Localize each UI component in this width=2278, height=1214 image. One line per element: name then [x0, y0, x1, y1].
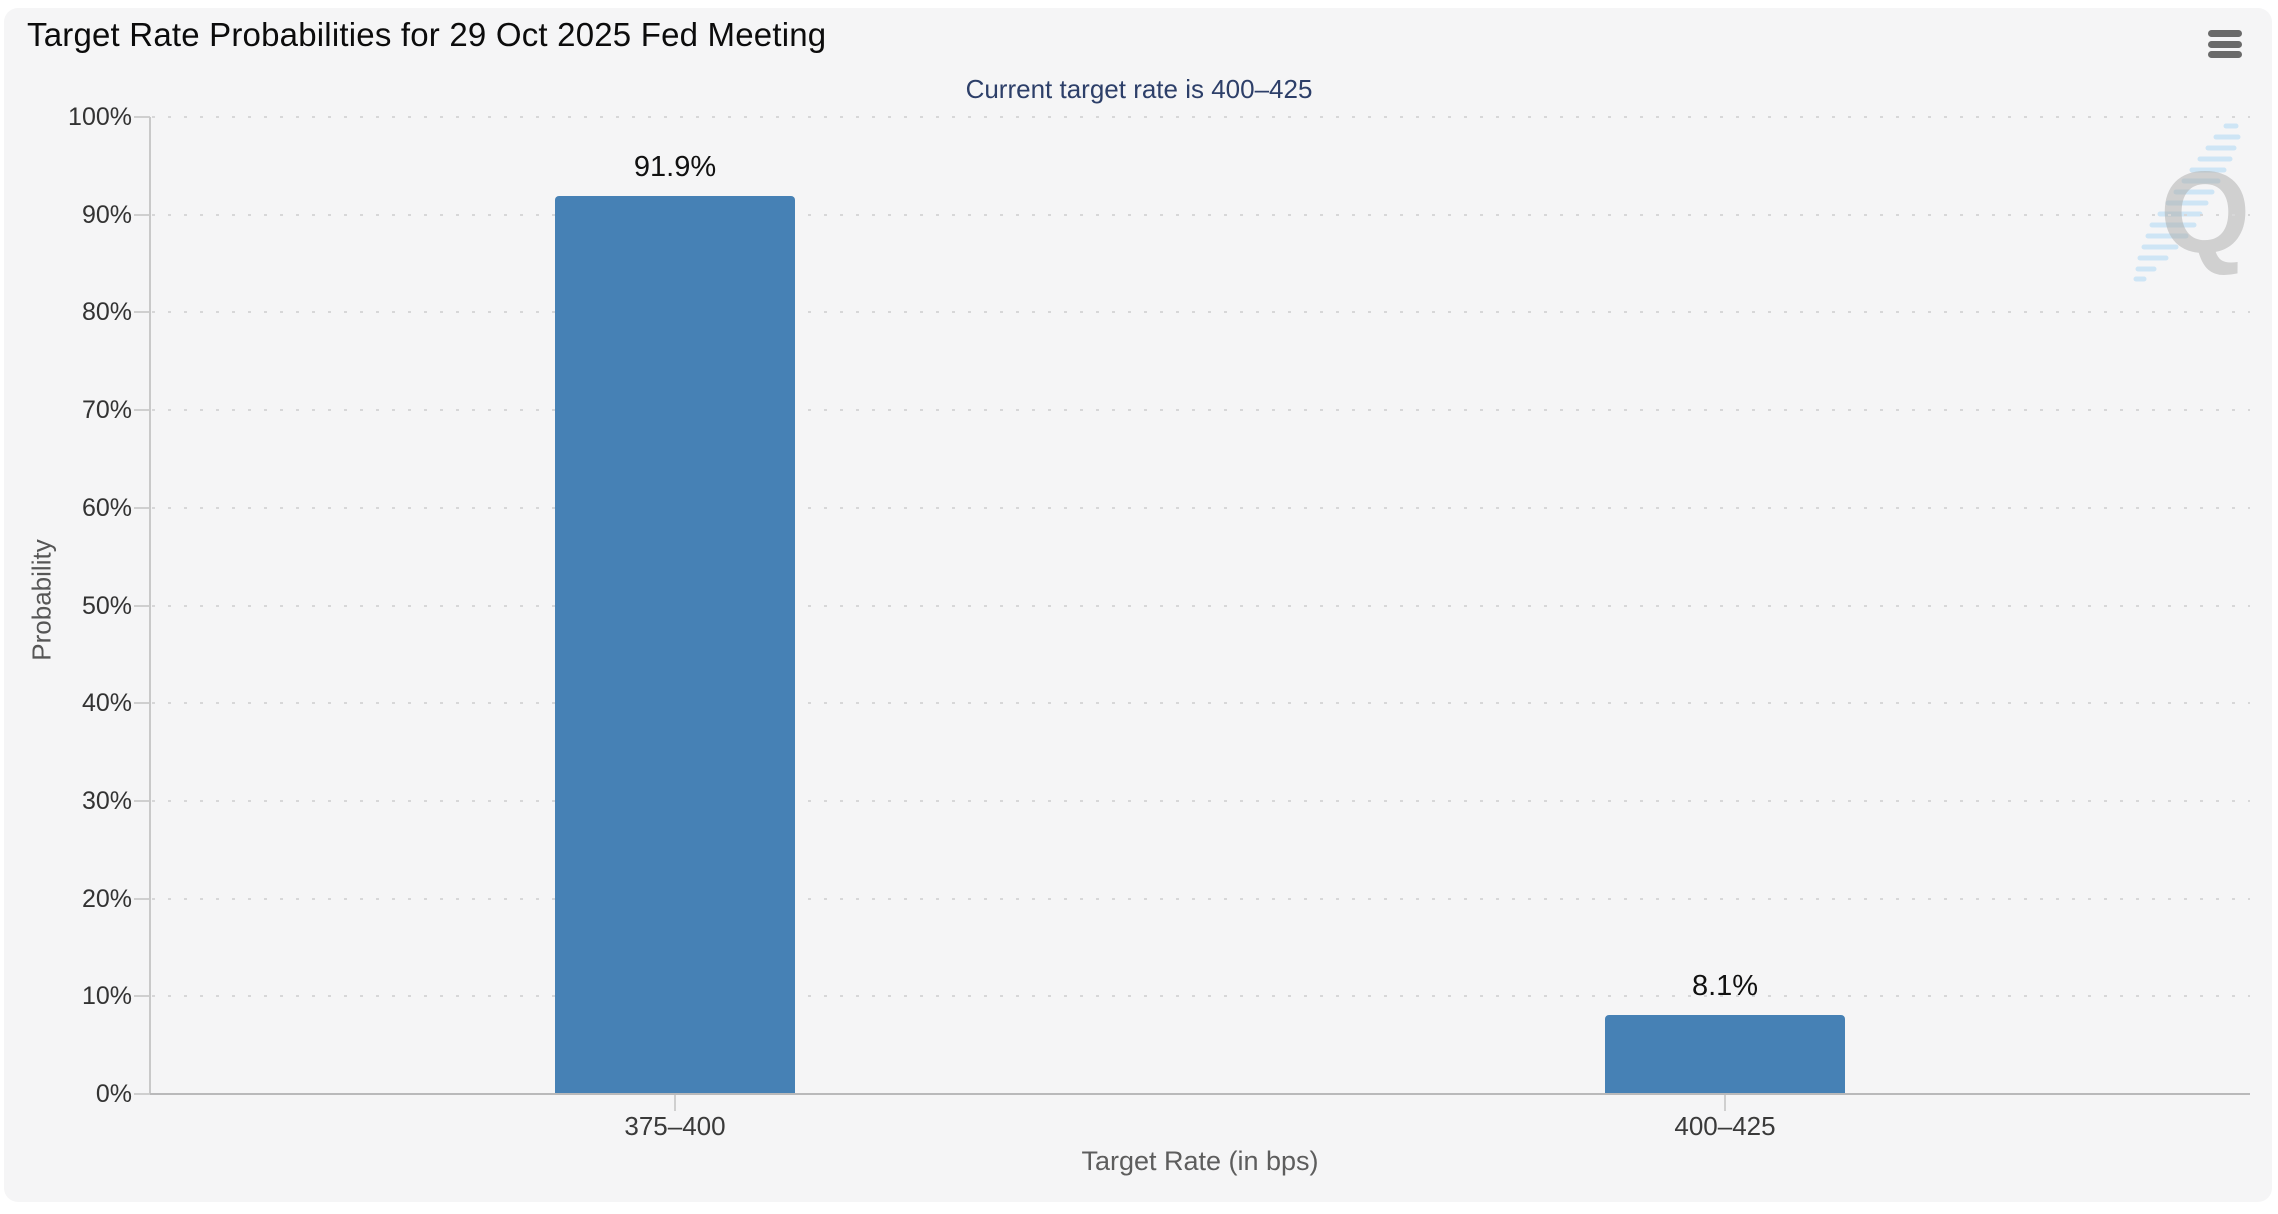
- bar-value-label: 8.1%: [1691, 970, 1759, 1002]
- y-axis-title: Probability: [26, 539, 57, 661]
- y-axis-line: [149, 117, 151, 1094]
- y-tick-label: 50%: [81, 592, 132, 620]
- hamburger-icon: [2208, 40, 2242, 48]
- y-axis-tick: [134, 1093, 150, 1095]
- x-tick-label: 375–400: [624, 1111, 726, 1141]
- bar-375–400[interactable]: [555, 196, 795, 1093]
- y-gridline: [152, 898, 2250, 900]
- y-tick-label: 90%: [81, 201, 132, 229]
- x-axis-title: Target Rate (in bps): [1081, 1146, 1319, 1176]
- chart-subtitle: Current target rate is 400–425: [965, 74, 1313, 104]
- y-tick-label: 40%: [81, 689, 132, 717]
- chart-context-menu-button[interactable]: [2208, 28, 2244, 60]
- y-gridline: [152, 995, 2250, 997]
- bar-400–425[interactable]: [1605, 1015, 1845, 1093]
- y-axis-tick: [134, 605, 150, 607]
- x-axis-tick: [674, 1095, 676, 1111]
- y-axis-tick: [134, 702, 150, 704]
- y-axis-tick: [134, 800, 150, 802]
- y-gridline: [152, 116, 2250, 118]
- y-axis-tick: [134, 311, 150, 313]
- x-tick-label: 400–425: [1674, 1111, 1776, 1141]
- y-tick-label: 100%: [68, 103, 132, 131]
- y-tick-label: 10%: [81, 982, 132, 1010]
- page-title: Target Rate Probabilities for 29 Oct 202…: [27, 16, 827, 53]
- bar-value-label: 91.9%: [633, 151, 717, 183]
- x-axis-line: [150, 1093, 2250, 1095]
- y-gridline: [152, 409, 2250, 411]
- y-axis-tick: [134, 898, 150, 900]
- y-tick-label: 30%: [81, 787, 132, 815]
- y-gridline: [152, 311, 2250, 313]
- y-gridline: [152, 605, 2250, 607]
- watermark-letter: Q: [2160, 147, 2250, 277]
- y-gridline: [152, 507, 2250, 509]
- y-gridline: [152, 214, 2250, 216]
- y-axis-tick: [134, 507, 150, 509]
- y-gridline: [152, 800, 2250, 802]
- y-tick-label: 0%: [95, 1080, 132, 1108]
- y-tick-label: 70%: [81, 396, 132, 424]
- y-axis-tick: [134, 995, 150, 997]
- y-tick-label: 60%: [81, 494, 132, 522]
- quikstrike-watermark-icon: Q: [2133, 123, 2250, 282]
- y-axis-tick: [134, 409, 150, 411]
- y-tick-label: 80%: [81, 298, 132, 326]
- hamburger-icon: [2208, 30, 2242, 37]
- hamburger-icon: [2208, 51, 2242, 58]
- y-axis-tick: [134, 214, 150, 216]
- y-tick-label: 20%: [81, 885, 132, 913]
- y-gridline: [152, 702, 2250, 704]
- y-axis-tick: [134, 116, 150, 118]
- x-axis-tick: [1724, 1095, 1726, 1111]
